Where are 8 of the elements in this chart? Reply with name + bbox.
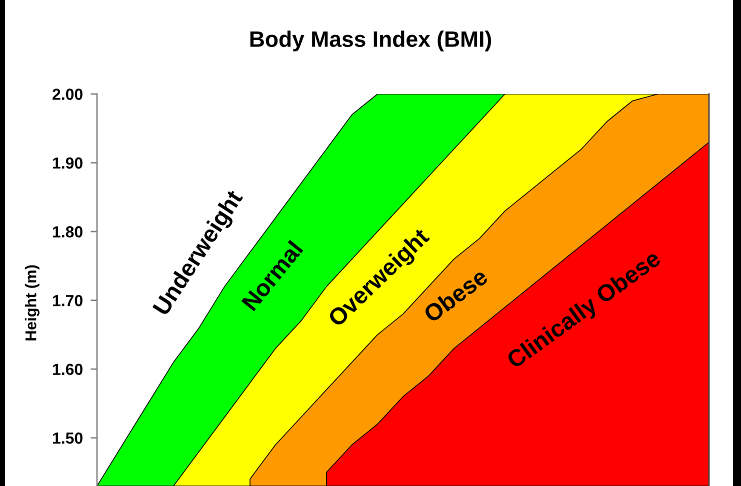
y-axis-title: Height (m) — [24, 265, 40, 340]
y-tick-label: 2.00 — [52, 88, 82, 100]
y-tick-label: 1.60 — [53, 364, 82, 376]
y-tick-label: 1.90 — [53, 157, 82, 169]
y-tick-label: 1.50 — [53, 432, 82, 444]
chart-title: Body Mass Index (BMI) — [250, 30, 492, 52]
y-tick-label: 1.70 — [53, 294, 82, 306]
y-tick-label: 1.80 — [53, 226, 82, 238]
